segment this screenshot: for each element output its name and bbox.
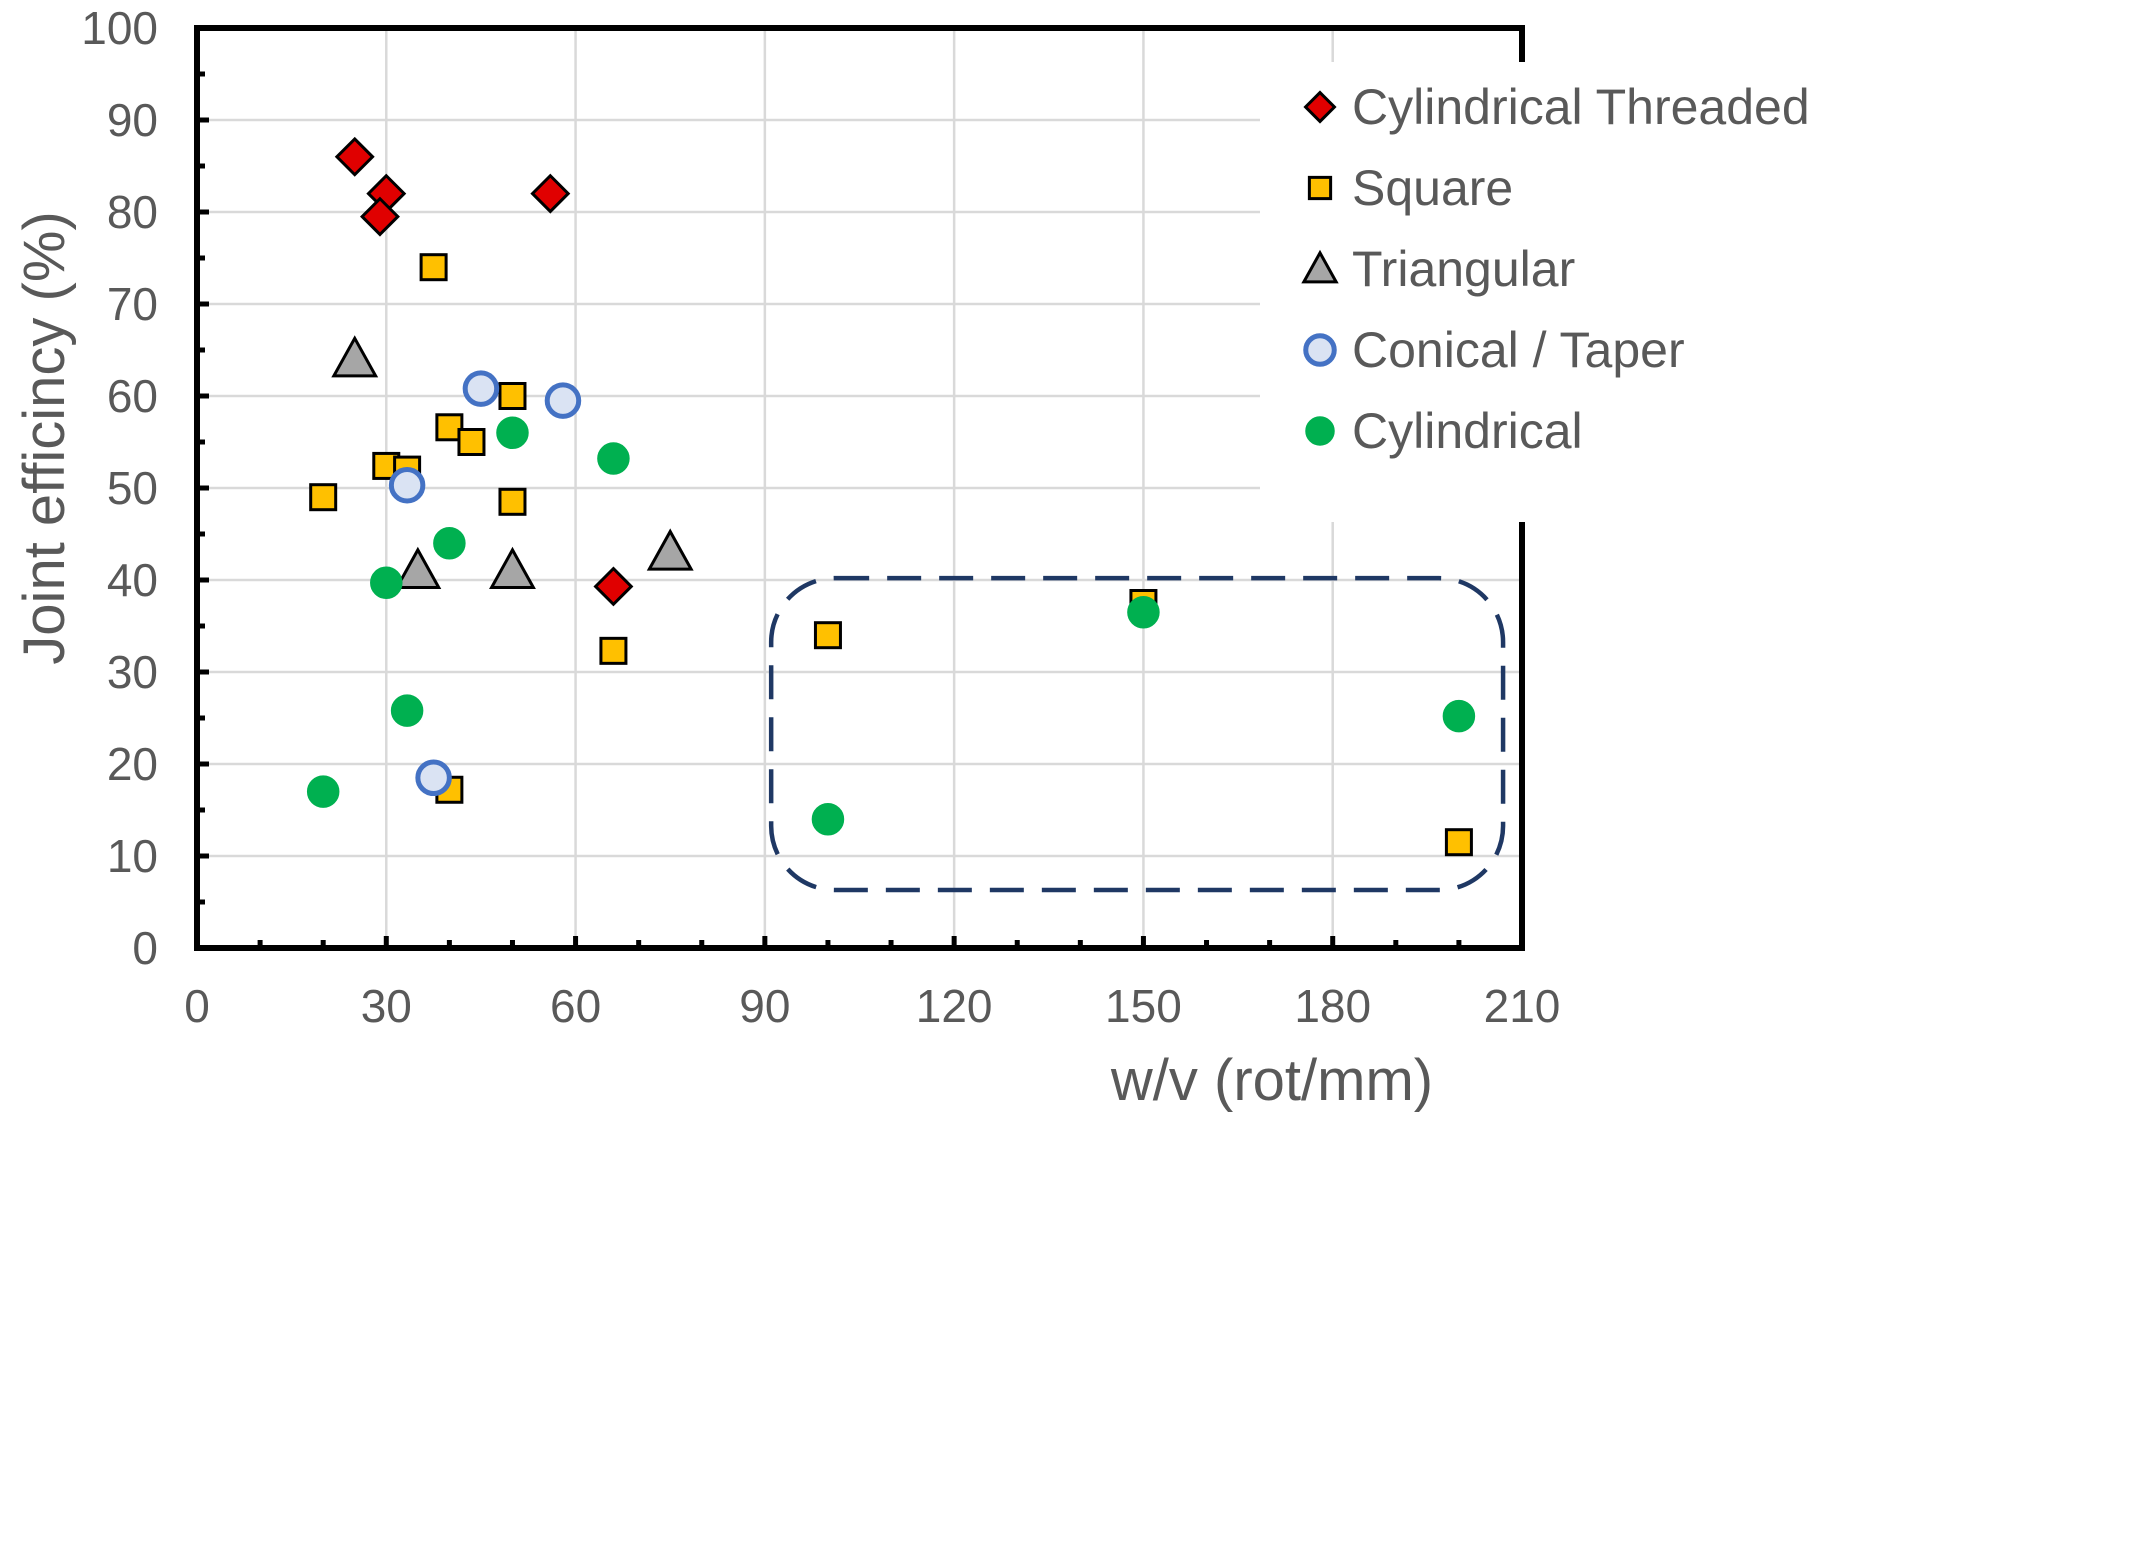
y-tick-label: 20 (107, 738, 158, 790)
point-cylindrical-threaded (530, 173, 571, 214)
x-tick-label: 150 (1105, 980, 1182, 1032)
x-axis-title: w/v (rot/mm) (1110, 1048, 1433, 1113)
point-square (309, 483, 338, 512)
x-tick-label: 30 (361, 980, 412, 1032)
legend: Cylindrical Threaded Square Triangular Coni… (1260, 62, 1810, 522)
legend-label-cylindrical-threaded: Cylindrical Threaded (1352, 79, 1810, 135)
legend-marker-cylindrical (1305, 416, 1335, 446)
point-square (599, 636, 628, 665)
x-tick-label: 90 (739, 980, 790, 1032)
point-cylindrical (1442, 699, 1476, 733)
point-square (1444, 828, 1473, 857)
data-points (306, 136, 1476, 857)
y-tick-label: 40 (107, 554, 158, 606)
y-tick-label: 60 (107, 370, 158, 422)
point-triangular (394, 546, 442, 590)
highlight-region-box (768, 575, 1506, 893)
y-tick-label: 70 (107, 278, 158, 330)
point-conical-taper (388, 466, 426, 504)
point-cylindrical (370, 566, 403, 600)
x-tick-label: 180 (1294, 980, 1371, 1032)
point-triangular (489, 546, 536, 590)
point-square (498, 487, 527, 516)
y-tick-label: 100 (81, 2, 158, 54)
y-tick-label: 90 (107, 94, 158, 146)
point-cylindrical-threaded (334, 136, 375, 177)
legend-label-square: Square (1352, 160, 1513, 216)
tick-labels: 0 30 60 90 120 150 180 210 0 10 20 30 40 50 60 70 80 90 10… (81, 2, 1560, 1032)
point-cylindrical (433, 526, 466, 560)
point-cylindrical (306, 775, 340, 808)
point-square (498, 382, 527, 410)
y-tick-label: 10 (107, 830, 158, 882)
y-axis-title: Joint efficincy (%) (12, 211, 77, 664)
point-conical-taper (544, 382, 582, 419)
x-tick-label: 60 (550, 980, 601, 1032)
point-triangular (646, 528, 694, 571)
point-triangular (331, 335, 379, 378)
point-cylindrical (1127, 595, 1160, 629)
point-cylindrical (811, 802, 845, 836)
point-cylindrical-threaded (360, 196, 400, 237)
x-tick-label: 210 (1484, 980, 1561, 1032)
legend-marker-square (1307, 175, 1333, 201)
annotations (768, 575, 1506, 893)
legend-label-cylindrical: Cylindrical (1352, 403, 1583, 459)
legend-marker-cylindrical-threaded (1303, 90, 1337, 124)
point-conical-taper (415, 759, 452, 797)
point-cylindrical-threaded (593, 566, 634, 607)
legend-marker-triangular (1301, 249, 1339, 284)
axis-ticks (194, 25, 1525, 951)
legend-label-triangular: Triangular (1352, 241, 1575, 297)
point-conical-taper (462, 370, 500, 407)
legend-marker-conical-taper (1303, 333, 1337, 367)
point-cylindrical (597, 442, 630, 475)
point-square (813, 621, 842, 650)
y-tick-label: 50 (107, 462, 158, 514)
x-tick-label: 0 (184, 980, 210, 1032)
y-tick-label: 30 (107, 646, 158, 698)
point-square (419, 253, 448, 282)
legend-background (1260, 62, 1650, 522)
y-tick-label: 0 (132, 922, 158, 974)
legend-label-conical-taper: Conical / Taper (1352, 322, 1685, 378)
y-tick-label: 80 (107, 186, 158, 238)
point-square (457, 428, 486, 456)
point-cylindrical (390, 694, 424, 727)
point-cylindrical (496, 416, 529, 450)
x-tick-label: 120 (916, 980, 993, 1032)
